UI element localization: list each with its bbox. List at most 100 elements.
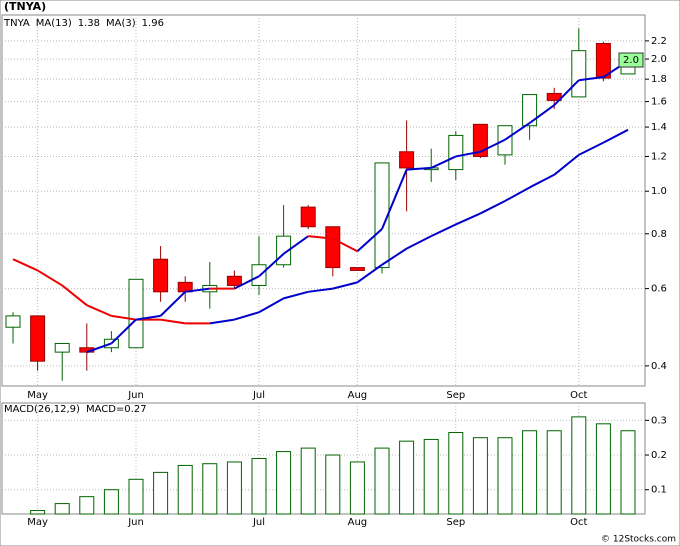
macd-bar [153,471,169,515]
candle-body [128,278,144,349]
candle-body [472,123,488,157]
y-tick-label: 1.8 [651,74,667,85]
x-tick-label: Sep [446,517,465,528]
macd-bar [300,447,316,515]
y-tick-label: 0.1 [651,485,667,496]
ma-line [455,212,481,226]
ma-line [356,263,383,284]
ma-line [135,314,161,321]
macd-bar [349,461,365,515]
ma-line [479,138,506,153]
y-tick-label: 2.0 [651,54,667,65]
ma-line [86,342,112,354]
ma-line [283,235,309,255]
ma-line [553,154,580,176]
ma-line [504,122,531,141]
ma-line [602,128,629,144]
y-tick-label: 0.2 [651,450,667,461]
macd-bar [620,430,636,515]
candle-body [30,315,46,362]
macd-bar [30,510,46,515]
x-tick-label: Aug [348,517,368,528]
ma-line [430,155,457,169]
candle-body [325,226,341,269]
macd-bar [399,440,415,515]
ma-line [356,228,383,252]
candle-body [448,134,464,171]
macd-bar [546,430,562,515]
legend-entry: 1.38 [78,18,100,29]
x-tick-label: Oct [570,517,587,528]
ma-line [234,311,260,321]
macd-bar [103,489,119,515]
macd-bar [226,461,242,515]
macd-bar [472,437,488,515]
candle-body [399,151,415,169]
last-price-label: 2.0 [623,55,639,66]
x-tick-label: Jun [127,517,144,528]
ma-line [381,247,408,266]
macd-bar [571,416,587,515]
candle-body [522,94,538,127]
y-tick-label: 0.6 [651,284,667,295]
y-tick-label: 1.6 [651,97,667,108]
ma-line [209,318,235,325]
ma-line [578,76,604,82]
x-tick-label: May [27,517,48,528]
candle-body [54,342,70,353]
legend-entry: MACD=0.27 [86,404,147,415]
ma-line [110,318,137,345]
ma-line [37,269,63,287]
ma-line [308,287,333,293]
ma-line [61,284,88,306]
ma-line [504,186,531,202]
last-price-box [618,52,644,68]
ma-line [159,291,186,317]
chart-title: (TNYA) [4,0,46,13]
macd-bar [448,431,464,515]
candle-body [300,206,316,228]
y-tick-label: 0.3 [651,415,667,426]
x-tick-label: May [27,390,48,401]
candle-body [374,162,390,269]
x-tick-label: Jun [127,390,144,401]
ma-line [258,297,285,314]
macd-bar [522,430,538,515]
ma-line [233,275,260,290]
candle-body [5,315,21,328]
candle-body [349,267,365,271]
macd-bar [374,447,390,515]
legend-entry: TNYA [3,18,30,29]
y-tick-label: 1.0 [651,186,667,197]
ma-line [381,169,408,230]
ma-line [406,235,432,250]
legend-entry: MA(3) [106,18,136,29]
macd-bar [276,451,292,515]
macd-bar [202,463,218,515]
macd-bar [251,458,267,515]
x-tick-label: Oct [570,390,587,401]
candle-body [226,275,242,286]
candle-body [153,258,169,293]
ma-line [185,287,210,293]
ma-line [111,314,137,321]
y-tick-label: 0.8 [651,229,667,240]
y-tick-label: 2.2 [651,36,667,47]
ma-line [406,166,432,171]
macd-bar [325,454,341,515]
legend-entry: 1.96 [142,18,164,29]
x-tick-label: Sep [446,390,465,401]
macd-bar [177,464,193,515]
candle-body [595,43,611,79]
y-tick-label: 1.4 [651,122,667,133]
ma-line [529,173,555,189]
ma-line [332,237,358,253]
legend-entry: MA(13) [36,18,72,29]
macd-bar [79,496,95,515]
x-tick-label: Aug [348,390,368,401]
y-tick-label: 1.2 [651,151,667,162]
ma-line [553,79,580,106]
ma-line [455,150,481,158]
ma-line [529,104,555,124]
macd-bar [595,423,611,515]
